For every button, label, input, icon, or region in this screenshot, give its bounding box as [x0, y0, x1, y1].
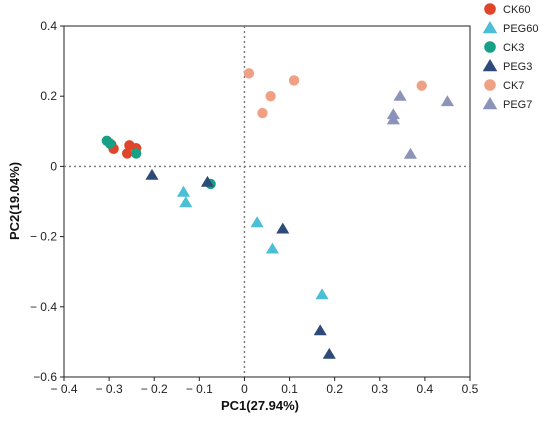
data-point-peg7: [440, 95, 454, 107]
data-point-ck60: [121, 148, 133, 159]
x-tick-label: − 0.1: [186, 382, 213, 396]
legend-label-peg60: PEG60: [503, 23, 538, 35]
data-points: [101, 68, 454, 359]
y-tick-label: 0.2: [40, 89, 57, 103]
x-tick-label: 0.4: [417, 382, 434, 396]
x-tick-label: − 0.4: [50, 382, 77, 396]
y-axis-ticks: −0.6 − 0.4 − 0.2 0 0.2 0.4: [30, 19, 64, 384]
plot-frame: [63, 25, 471, 378]
y-tick-label: − 0.2: [30, 230, 57, 244]
x-tick-label: − 0.3: [96, 382, 123, 396]
data-point-peg3: [200, 175, 214, 187]
legend-marker-ck3: [484, 41, 496, 53]
y-tick-label: 0.4: [40, 19, 57, 33]
y-axis-title: PC2(19.04%): [7, 162, 22, 240]
legend-label-ck3: CK3: [503, 42, 524, 54]
y-tick-label: − 0.4: [30, 300, 57, 314]
data-point-peg60: [179, 196, 193, 208]
data-point-peg7: [386, 113, 400, 125]
data-point-peg7: [403, 147, 417, 159]
reference-lines: [64, 26, 470, 377]
data-point-peg3: [313, 324, 327, 336]
x-tick-label: 0.3: [371, 382, 388, 396]
legend-marker-ck60: [484, 3, 496, 15]
data-point-peg60: [265, 242, 279, 254]
x-tick-label: 0.2: [326, 382, 343, 396]
data-point-ck7: [257, 107, 268, 119]
legend-label-peg7: PEG7: [503, 99, 532, 111]
legend-marker-peg3: [482, 59, 498, 72]
legend-label-ck7: CK7: [503, 80, 524, 92]
x-tick-label: 0: [241, 382, 248, 396]
data-point-ck3: [130, 148, 142, 159]
legend-marker-peg7: [482, 97, 498, 110]
data-point-peg60: [315, 288, 329, 300]
x-axis-ticks: − 0.4 − 0.3 − 0.2 − 0.1 0 0.1 0.2 0.3 0.4 0.5: [50, 377, 479, 396]
data-point-peg3: [145, 168, 159, 180]
data-point-peg7: [393, 89, 407, 101]
data-point-ck7: [416, 80, 427, 91]
legend: CK60 PEG60 CK3 PEG3 CK7 PEG7: [482, 3, 538, 111]
legend-marker-peg60: [482, 21, 498, 34]
data-point-peg60: [250, 216, 264, 228]
x-tick-label: 0.5: [462, 382, 479, 396]
legend-label-ck60: CK60: [503, 4, 531, 16]
data-point-peg3: [276, 222, 290, 234]
y-tick-label: −0.6: [33, 370, 57, 384]
data-point-peg3: [322, 347, 336, 359]
data-point-peg60: [177, 185, 191, 197]
data-point-ck3: [104, 138, 116, 149]
x-tick-label: − 0.2: [141, 382, 168, 396]
legend-marker-ck7: [484, 79, 496, 91]
data-point-ck7: [243, 68, 255, 79]
x-tick-label: 0.1: [281, 382, 298, 396]
y-tick-label: 0: [50, 159, 57, 173]
data-point-ck7: [288, 75, 300, 86]
data-point-ck7: [265, 91, 276, 102]
legend-label-peg3: PEG3: [503, 61, 532, 73]
x-axis-title: PC1(27.94%): [221, 398, 299, 413]
